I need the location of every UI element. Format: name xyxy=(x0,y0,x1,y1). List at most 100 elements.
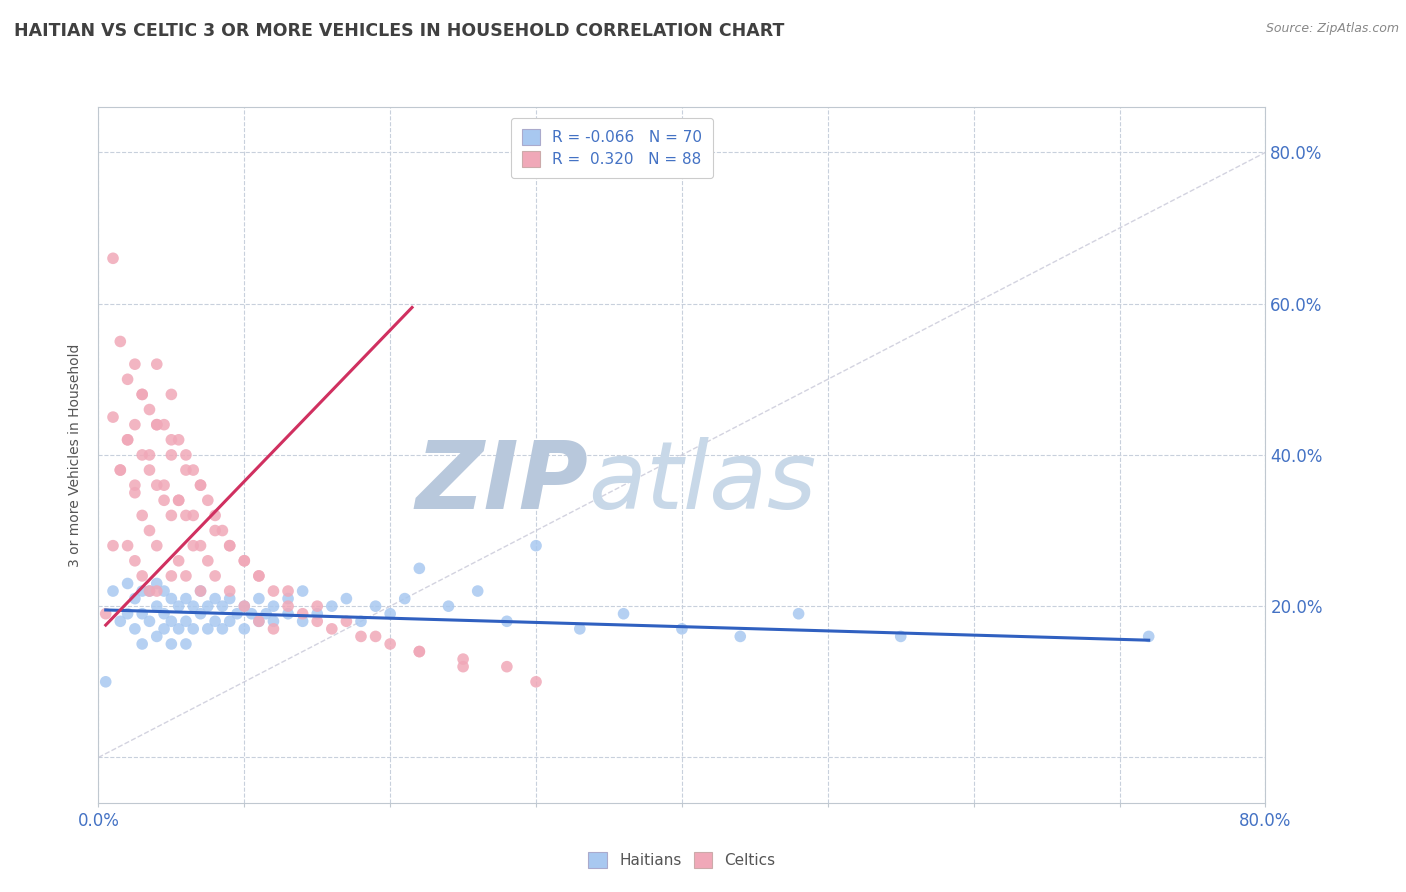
Point xyxy=(181,539,204,553)
Point xyxy=(204,591,226,606)
Point xyxy=(153,417,176,432)
Point xyxy=(117,372,139,386)
Point xyxy=(181,599,204,614)
Text: atlas: atlas xyxy=(589,437,817,528)
Point xyxy=(262,615,284,629)
Point xyxy=(335,615,357,629)
Point xyxy=(146,629,169,643)
Point xyxy=(124,622,146,636)
Point xyxy=(890,629,912,643)
Point xyxy=(277,591,299,606)
Point xyxy=(153,622,176,636)
Point xyxy=(495,659,517,673)
Point xyxy=(131,387,153,401)
Point xyxy=(167,493,190,508)
Point xyxy=(124,357,146,371)
Point xyxy=(233,622,256,636)
Point xyxy=(408,644,430,658)
Point xyxy=(190,607,212,621)
Point xyxy=(174,569,197,583)
Point xyxy=(408,644,430,658)
Point xyxy=(153,584,176,599)
Point xyxy=(146,584,169,599)
Point xyxy=(197,493,219,508)
Point xyxy=(131,607,153,621)
Point xyxy=(335,591,357,606)
Point xyxy=(167,554,190,568)
Point xyxy=(204,524,226,538)
Point xyxy=(146,417,169,432)
Point xyxy=(307,615,329,629)
Point xyxy=(291,584,314,599)
Point xyxy=(568,622,591,636)
Point xyxy=(138,584,160,599)
Text: ZIP: ZIP xyxy=(416,437,589,529)
Point xyxy=(181,508,204,523)
Point xyxy=(247,615,270,629)
Point xyxy=(181,463,204,477)
Point xyxy=(146,357,169,371)
Point xyxy=(495,615,517,629)
Point xyxy=(174,637,197,651)
Point xyxy=(110,615,132,629)
Point xyxy=(101,539,124,553)
Point xyxy=(451,652,474,666)
Point xyxy=(160,591,183,606)
Point xyxy=(146,599,169,614)
Point xyxy=(247,615,270,629)
Point xyxy=(110,463,132,477)
Point xyxy=(190,539,212,553)
Point xyxy=(364,629,387,643)
Point xyxy=(787,607,810,621)
Point xyxy=(167,493,190,508)
Point xyxy=(174,508,197,523)
Point xyxy=(160,387,183,401)
Point xyxy=(728,629,751,643)
Point xyxy=(262,622,284,636)
Point xyxy=(307,607,329,621)
Point xyxy=(190,584,212,599)
Point xyxy=(117,576,139,591)
Point xyxy=(101,252,124,266)
Point xyxy=(131,387,153,401)
Point xyxy=(524,539,547,553)
Point xyxy=(197,554,219,568)
Point xyxy=(307,599,329,614)
Point xyxy=(211,524,233,538)
Point xyxy=(247,591,270,606)
Point xyxy=(364,599,387,614)
Point xyxy=(146,417,169,432)
Point xyxy=(350,615,373,629)
Text: HAITIAN VS CELTIC 3 OR MORE VEHICLES IN HOUSEHOLD CORRELATION CHART: HAITIAN VS CELTIC 3 OR MORE VEHICLES IN … xyxy=(14,22,785,40)
Point xyxy=(153,478,176,492)
Point xyxy=(218,584,240,599)
Point xyxy=(167,599,190,614)
Point xyxy=(167,622,190,636)
Point xyxy=(350,629,373,643)
Point xyxy=(94,674,117,689)
Point xyxy=(124,485,146,500)
Point xyxy=(291,607,314,621)
Point xyxy=(124,478,146,492)
Y-axis label: 3 or more Vehicles in Household: 3 or more Vehicles in Household xyxy=(69,343,83,566)
Point xyxy=(174,591,197,606)
Point xyxy=(94,607,117,621)
Point xyxy=(211,599,233,614)
Point xyxy=(378,637,402,651)
Point xyxy=(160,433,183,447)
Point xyxy=(190,584,212,599)
Point xyxy=(131,584,153,599)
Point xyxy=(378,607,402,621)
Point xyxy=(247,569,270,583)
Point xyxy=(437,599,460,614)
Point xyxy=(101,410,124,425)
Point xyxy=(117,607,139,621)
Point xyxy=(101,584,124,599)
Point xyxy=(277,599,299,614)
Point xyxy=(160,615,183,629)
Point xyxy=(233,554,256,568)
Point xyxy=(124,591,146,606)
Legend: Haitians, Celtics: Haitians, Celtics xyxy=(578,841,786,879)
Point xyxy=(153,607,176,621)
Point xyxy=(321,622,343,636)
